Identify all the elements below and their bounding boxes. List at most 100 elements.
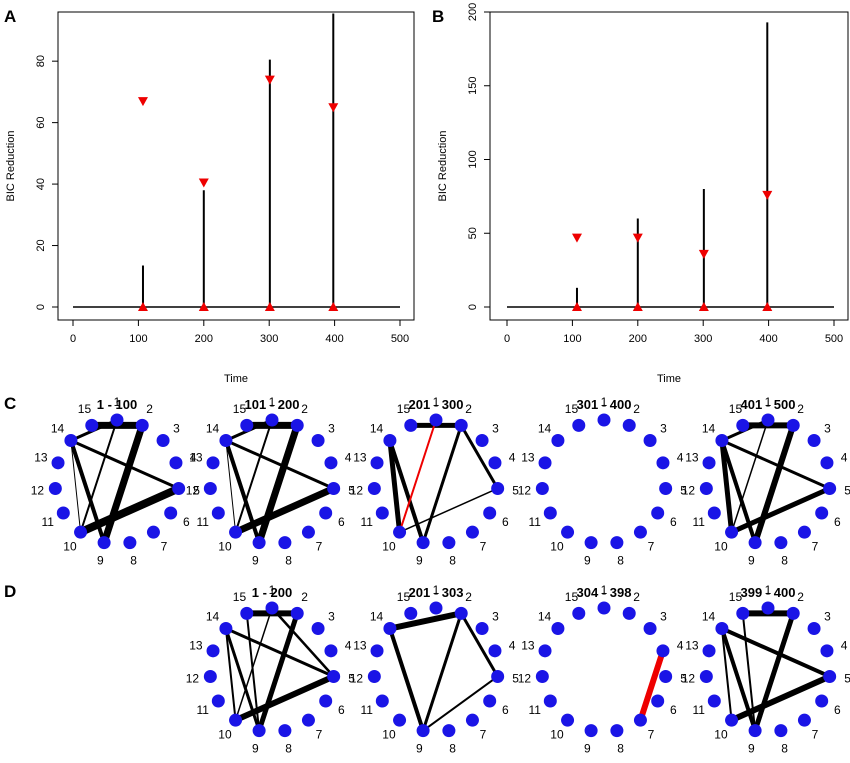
x-tick-label-a: 400 bbox=[325, 333, 343, 345]
node-label-10: 10 bbox=[714, 728, 728, 742]
node-label-2: 2 bbox=[301, 402, 308, 416]
node-11 bbox=[375, 506, 389, 520]
edge bbox=[730, 419, 769, 533]
node-12 bbox=[367, 669, 381, 683]
node-14 bbox=[219, 434, 233, 448]
node-label-1: 1 bbox=[269, 583, 276, 597]
node-9 bbox=[584, 536, 598, 550]
node-11 bbox=[543, 506, 557, 520]
node-label-12: 12 bbox=[186, 483, 200, 497]
node-5 bbox=[659, 669, 673, 683]
node-3 bbox=[311, 622, 325, 636]
x-tick-label-b: 0 bbox=[504, 333, 510, 345]
node-7 bbox=[301, 713, 315, 727]
node-1 bbox=[265, 413, 279, 427]
node-label-10: 10 bbox=[218, 540, 232, 554]
node-label-1: 1 bbox=[601, 583, 608, 597]
edge bbox=[234, 419, 273, 534]
edge bbox=[232, 673, 337, 724]
node-5 bbox=[491, 669, 505, 683]
node-9 bbox=[748, 536, 762, 550]
node-label-6: 6 bbox=[502, 515, 509, 529]
node-7 bbox=[633, 525, 647, 539]
node-4 bbox=[169, 456, 183, 470]
node-label-9: 9 bbox=[748, 741, 755, 755]
x-tick-label-a: 100 bbox=[129, 333, 147, 345]
node-label-12: 12 bbox=[682, 671, 696, 685]
node-13 bbox=[206, 456, 220, 470]
node-8 bbox=[278, 724, 292, 738]
node-label-7: 7 bbox=[812, 540, 819, 554]
node-label-10: 10 bbox=[550, 728, 564, 742]
node-15 bbox=[85, 418, 99, 432]
edge bbox=[387, 438, 403, 535]
y-tick-label-a: 40 bbox=[35, 178, 47, 190]
panel-letter-a: A bbox=[4, 7, 16, 26]
edge bbox=[224, 627, 237, 722]
edge bbox=[256, 610, 300, 734]
node-label-15: 15 bbox=[565, 590, 579, 604]
node-6 bbox=[319, 506, 333, 520]
node-5 bbox=[823, 669, 837, 683]
node-13 bbox=[370, 456, 384, 470]
node-1 bbox=[761, 601, 775, 615]
node-label-8: 8 bbox=[781, 553, 788, 567]
node-1 bbox=[597, 413, 611, 427]
node-label-4: 4 bbox=[345, 450, 352, 464]
node-label-13: 13 bbox=[685, 638, 699, 652]
node-6 bbox=[815, 506, 829, 520]
node-label-11: 11 bbox=[360, 703, 373, 717]
node-15 bbox=[404, 418, 418, 432]
edge bbox=[76, 484, 183, 537]
node-13 bbox=[702, 456, 716, 470]
node-1 bbox=[761, 413, 775, 427]
node-7 bbox=[797, 713, 811, 727]
node-label-7: 7 bbox=[480, 540, 487, 554]
node-label-12: 12 bbox=[31, 483, 45, 497]
edge bbox=[719, 438, 735, 535]
node-label-14: 14 bbox=[206, 421, 220, 435]
node-12 bbox=[535, 481, 549, 495]
negative-edge bbox=[398, 419, 437, 534]
up-marker-b bbox=[632, 302, 643, 311]
edge bbox=[255, 421, 301, 547]
down-marker-b bbox=[632, 233, 643, 243]
node-label-7: 7 bbox=[161, 540, 168, 554]
up-marker-b bbox=[698, 302, 709, 311]
node-2 bbox=[454, 606, 468, 620]
node-3 bbox=[311, 434, 325, 448]
network-title: 201 - 300 bbox=[409, 397, 464, 412]
node-2 bbox=[786, 418, 800, 432]
node-label-11: 11 bbox=[360, 515, 373, 529]
node-12 bbox=[535, 669, 549, 683]
x-tick-label-b: 100 bbox=[563, 333, 581, 345]
node-label-4: 4 bbox=[509, 450, 516, 464]
node-1 bbox=[110, 413, 124, 427]
node-9 bbox=[97, 536, 111, 550]
y-ticks-a: 0 20 40 60 80 bbox=[35, 55, 58, 310]
node-label-7: 7 bbox=[316, 728, 323, 742]
edge bbox=[459, 611, 500, 678]
node-12 bbox=[203, 481, 217, 495]
node-label-5: 5 bbox=[844, 671, 850, 685]
node-label-3: 3 bbox=[660, 421, 667, 435]
node-label-5: 5 bbox=[348, 483, 355, 497]
node-label-8: 8 bbox=[130, 553, 137, 567]
node-label-15: 15 bbox=[397, 590, 411, 604]
node-label-8: 8 bbox=[285, 741, 292, 755]
panel-letter-b: B bbox=[432, 7, 444, 26]
edge bbox=[752, 422, 797, 546]
node-label-1: 1 bbox=[269, 395, 276, 409]
node-1 bbox=[429, 601, 443, 615]
node-label-3: 3 bbox=[328, 609, 335, 623]
node-label-4: 4 bbox=[190, 450, 197, 464]
node-label-10: 10 bbox=[63, 540, 77, 554]
node-label-6: 6 bbox=[670, 515, 677, 529]
node-label-8: 8 bbox=[449, 553, 456, 567]
x-axis-label-b: Time bbox=[657, 373, 681, 385]
node-12 bbox=[203, 669, 217, 683]
